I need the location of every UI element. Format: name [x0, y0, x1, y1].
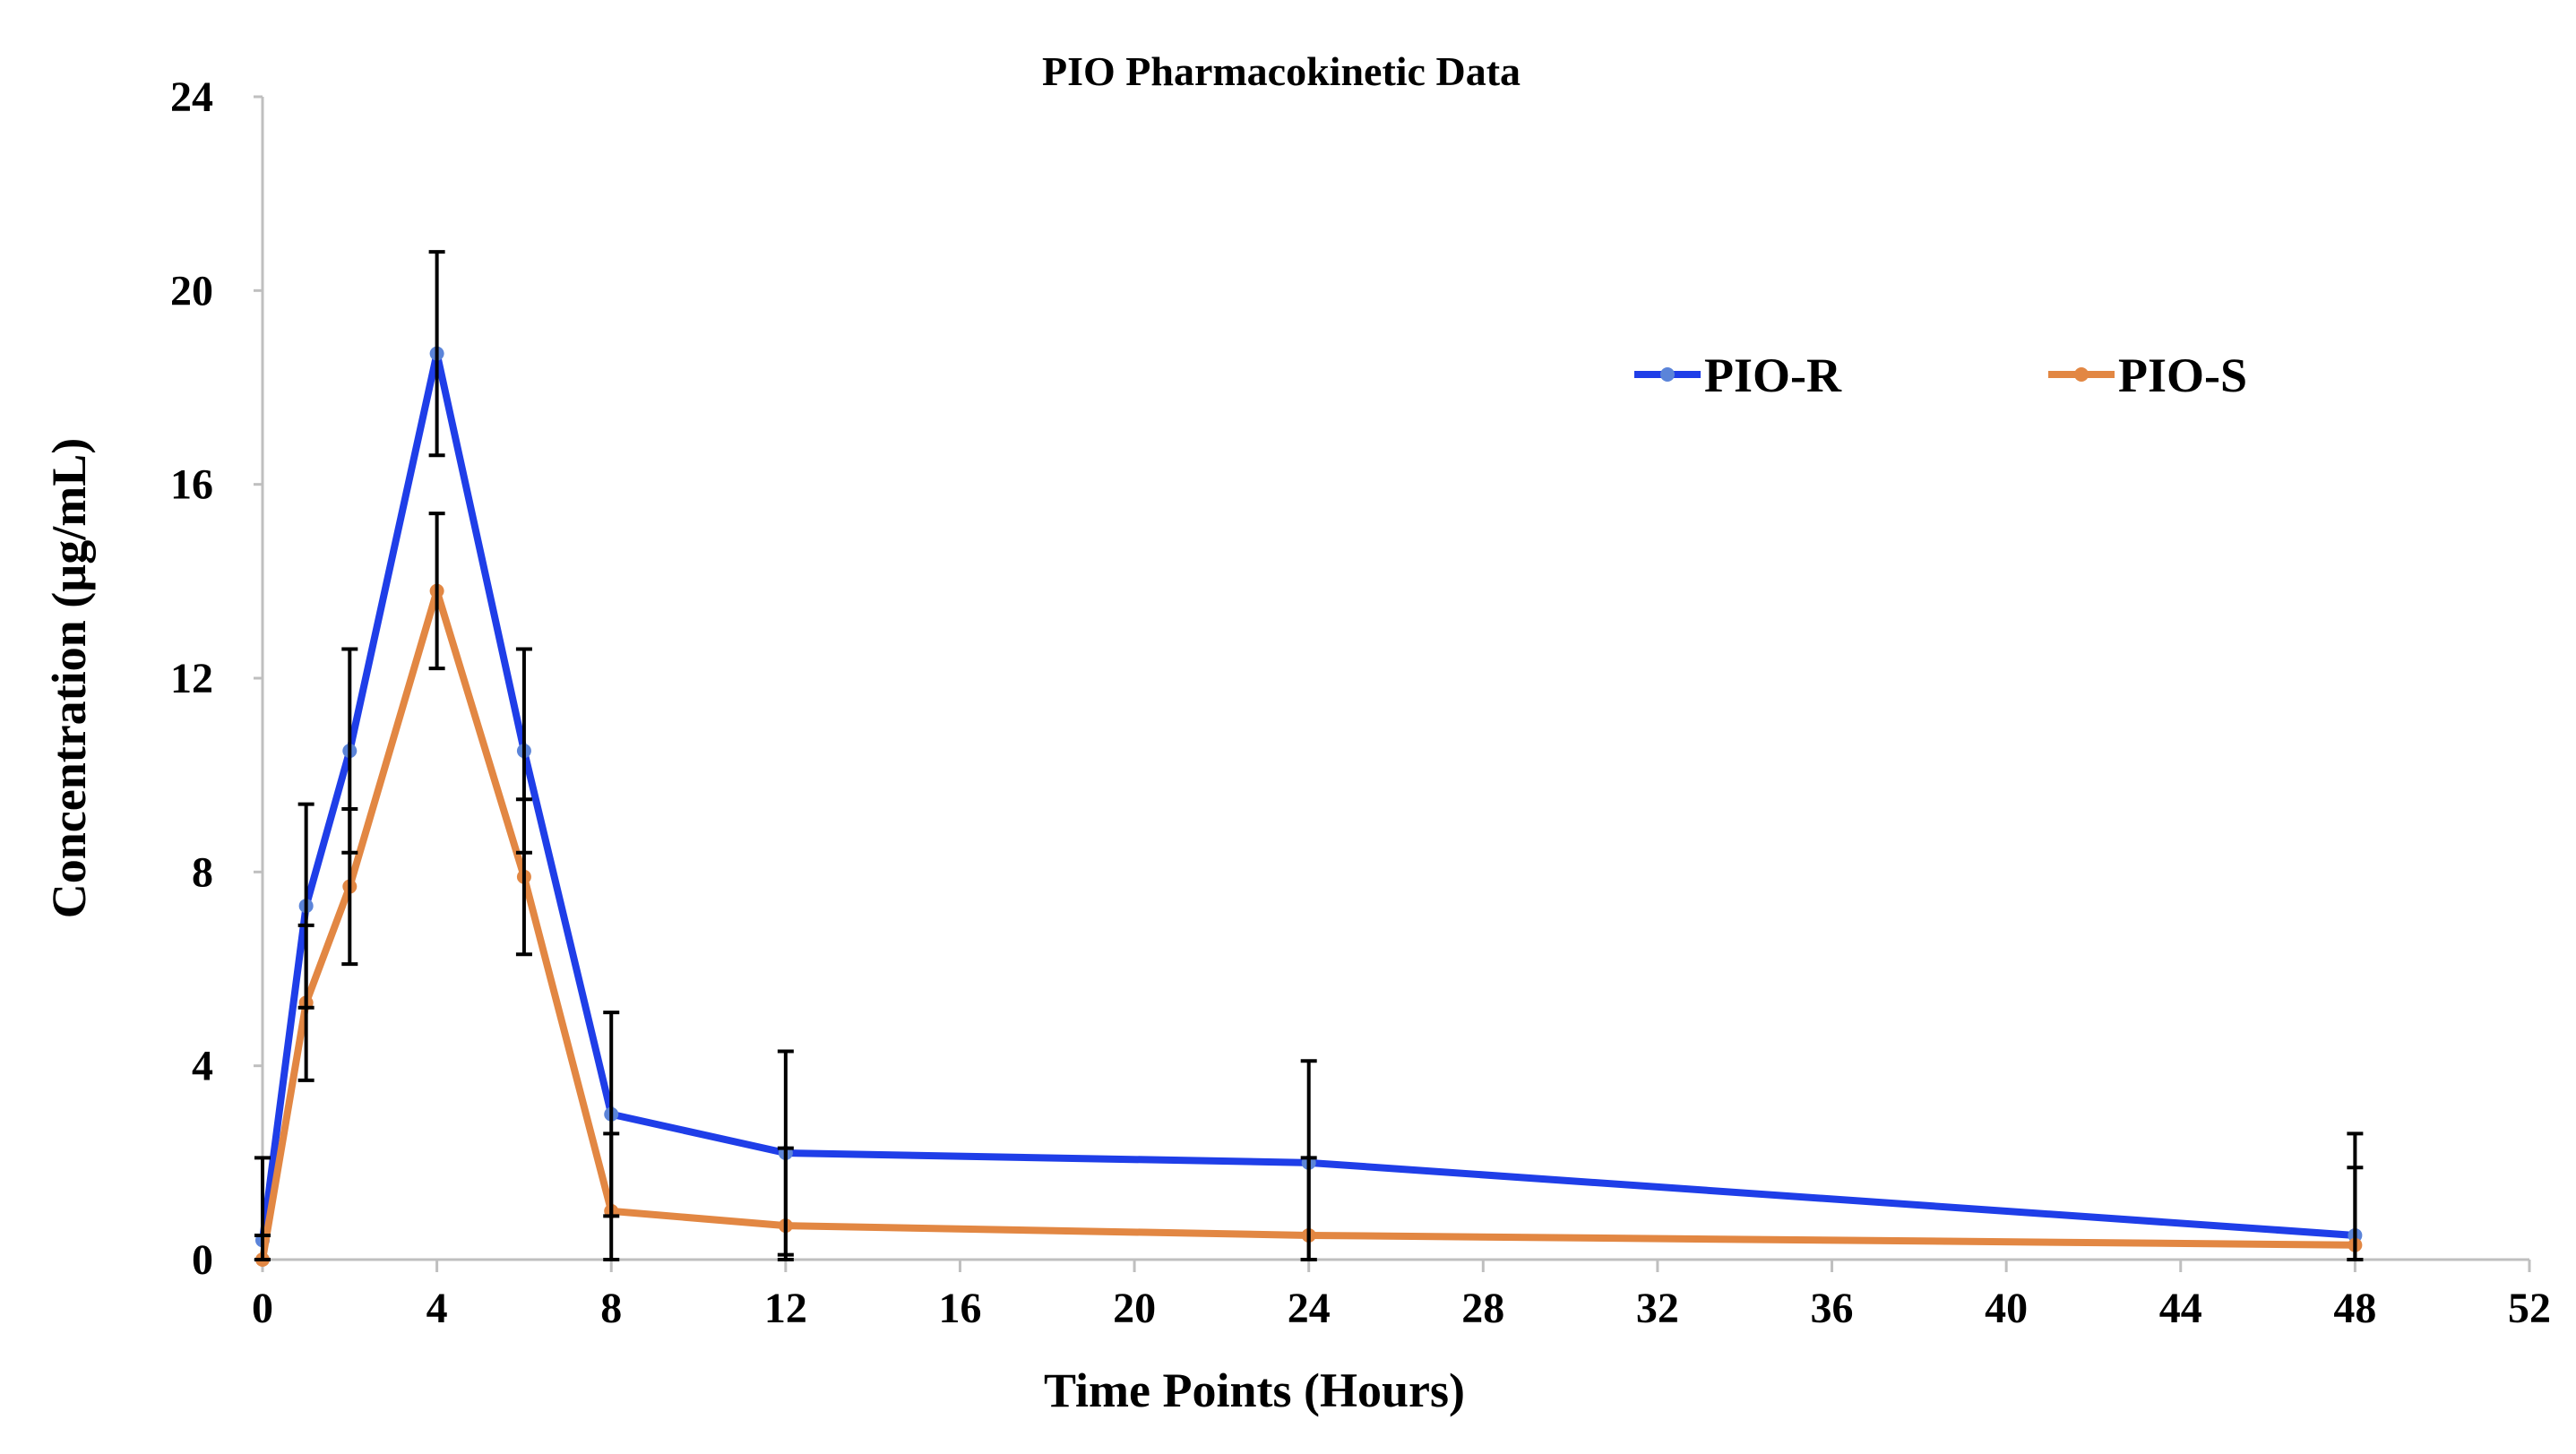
x-tick-label: 24	[1288, 1285, 1331, 1332]
x-tick-label: 36	[1811, 1285, 1854, 1332]
y-tick-label: 16	[170, 461, 213, 509]
x-tick-label: 0	[252, 1285, 273, 1332]
y-tick-label: 0	[192, 1236, 213, 1284]
x-tick-label: 48	[2333, 1285, 2376, 1332]
y-tick-label: 8	[192, 848, 213, 896]
legend-marker-pio-r	[1660, 367, 1675, 382]
y-axis-ticks: 0 4 8 12 16 20 24	[170, 73, 263, 1284]
x-tick-label: 28	[1461, 1285, 1504, 1332]
x-tick-label: 8	[600, 1285, 622, 1332]
y-tick-label: 12	[170, 655, 213, 702]
x-tick-label: 12	[764, 1285, 807, 1332]
y-tick-label: 20	[170, 267, 213, 314]
legend: PIO-R PIO-S	[1634, 348, 2247, 402]
x-tick-label: 20	[1113, 1285, 1156, 1332]
x-tick-label: 4	[426, 1285, 448, 1332]
legend-label-pio-s: PIO-S	[2118, 348, 2247, 402]
y-tick-label: 4	[192, 1043, 213, 1090]
x-tick-label: 16	[938, 1285, 981, 1332]
x-tick-label: 40	[1985, 1285, 2028, 1332]
x-axis-title: Time Points (Hours)	[1044, 1364, 1465, 1417]
y-axis-title: Concentration (µg/mL)	[42, 438, 96, 919]
x-tick-label: 52	[2508, 1285, 2551, 1332]
y-tick-label: 24	[170, 73, 213, 121]
legend-label-pio-r: PIO-R	[1704, 348, 1842, 402]
chart-title: PIO Pharmacokinetic Data	[1042, 48, 1521, 94]
x-tick-label: 32	[1636, 1285, 1679, 1332]
errorbar-layer	[254, 250, 2364, 1261]
x-tick-label: 44	[2159, 1285, 2202, 1332]
legend-marker-pio-s	[2074, 367, 2089, 382]
x-axis-ticks: 0 4 8 12 16 20 24 28 32 36 40 44 48 52	[252, 1260, 2551, 1332]
